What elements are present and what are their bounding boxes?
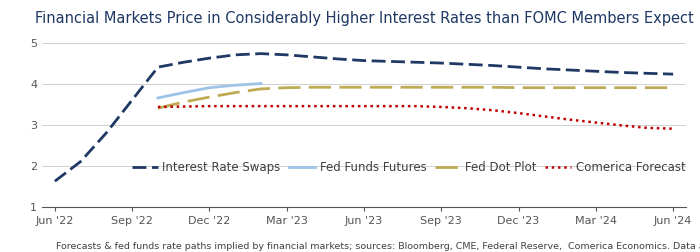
Fed Dot Plot (231, 91, 239, 94)
Fed Dot Plot (205, 96, 214, 99)
Interest Rate Swaps (128, 99, 136, 102)
Line: Interest Rate Swaps: Interest Rate Swaps (55, 54, 673, 181)
Fed Dot Plot (643, 86, 652, 89)
Fed Dot Plot (412, 86, 420, 89)
Interest Rate Swaps (308, 55, 316, 58)
Comerica Forecast (360, 105, 368, 108)
Interest Rate Swaps (257, 52, 265, 55)
Fed Funds Futures (179, 91, 188, 94)
Fed Dot Plot (489, 86, 497, 89)
Fed Dot Plot (283, 86, 291, 89)
Comerica Forecast (179, 105, 188, 108)
Interest Rate Swaps (205, 57, 214, 60)
Fed Dot Plot (437, 86, 445, 89)
Comerica Forecast (566, 118, 574, 121)
Comerica Forecast (514, 112, 523, 115)
Title: Financial Markets Price in Considerably Higher Interest Rates than FOMC Members : Financial Markets Price in Considerably … (34, 11, 694, 26)
Comerica Forecast (308, 105, 316, 108)
Comerica Forecast (154, 105, 162, 108)
Fed Dot Plot (179, 101, 188, 104)
Interest Rate Swaps (514, 66, 523, 69)
Fed Dot Plot (514, 86, 523, 89)
Fed Funds Futures (205, 86, 214, 89)
Interest Rate Swaps (437, 61, 445, 65)
Interest Rate Swaps (669, 73, 678, 76)
Interest Rate Swaps (360, 59, 368, 62)
Interest Rate Swaps (592, 70, 600, 73)
Fed Dot Plot (463, 86, 471, 89)
Interest Rate Swaps (489, 64, 497, 67)
Legend: Interest Rate Swaps, Fed Funds Futures, Fed Dot Plot, Comerica Forecast: Interest Rate Swaps, Fed Funds Futures, … (132, 161, 685, 174)
Comerica Forecast (412, 105, 420, 108)
Comerica Forecast (257, 105, 265, 108)
Fed Dot Plot (669, 86, 678, 89)
Comerica Forecast (643, 126, 652, 129)
Interest Rate Swaps (76, 160, 85, 163)
Comerica Forecast (540, 115, 549, 118)
Comerica Forecast (592, 121, 600, 124)
Comerica Forecast (463, 107, 471, 110)
Line: Comerica Forecast: Comerica Forecast (158, 106, 673, 129)
Comerica Forecast (231, 105, 239, 108)
Fed Dot Plot (360, 86, 368, 89)
Comerica Forecast (386, 105, 394, 108)
Interest Rate Swaps (540, 67, 549, 70)
Text: Forecasts & fed funds rate paths implied by financial markets; sources: Bloomber: Forecasts & fed funds rate paths implied… (56, 242, 700, 251)
Interest Rate Swaps (179, 61, 188, 64)
Fed Dot Plot (540, 86, 549, 89)
Fed Dot Plot (334, 86, 342, 89)
Interest Rate Swaps (102, 131, 111, 134)
Interest Rate Swaps (334, 57, 342, 60)
Interest Rate Swaps (617, 71, 626, 74)
Interest Rate Swaps (463, 63, 471, 66)
Fed Dot Plot (308, 86, 316, 89)
Interest Rate Swaps (50, 180, 59, 183)
Fed Dot Plot (566, 86, 574, 89)
Comerica Forecast (283, 105, 291, 108)
Interest Rate Swaps (412, 61, 420, 64)
Fed Funds Futures (231, 84, 239, 87)
Comerica Forecast (489, 109, 497, 112)
Interest Rate Swaps (386, 60, 394, 63)
Comerica Forecast (669, 127, 678, 130)
Comerica Forecast (205, 105, 214, 108)
Interest Rate Swaps (231, 53, 239, 56)
Comerica Forecast (617, 124, 626, 127)
Fed Dot Plot (592, 86, 600, 89)
Line: Fed Dot Plot: Fed Dot Plot (158, 87, 673, 108)
Interest Rate Swaps (154, 66, 162, 69)
Fed Funds Futures (154, 97, 162, 100)
Fed Dot Plot (617, 86, 626, 89)
Comerica Forecast (437, 105, 445, 108)
Interest Rate Swaps (566, 69, 574, 72)
Fed Dot Plot (386, 86, 394, 89)
Interest Rate Swaps (643, 72, 652, 75)
Fed Dot Plot (154, 107, 162, 110)
Interest Rate Swaps (283, 53, 291, 56)
Comerica Forecast (334, 105, 342, 108)
Fed Dot Plot (257, 87, 265, 90)
Fed Funds Futures (257, 82, 265, 85)
Line: Fed Funds Futures: Fed Funds Futures (158, 84, 261, 98)
